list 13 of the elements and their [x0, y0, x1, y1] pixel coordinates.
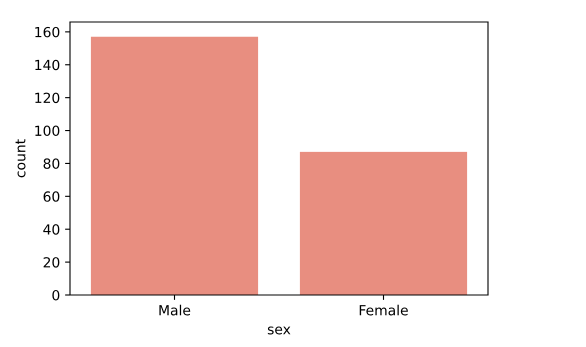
- y-tick-label: 40: [43, 224, 60, 235]
- y-tick-label: 120: [35, 92, 60, 104]
- x-tick-label: Male: [159, 304, 190, 316]
- y-tick-label: 20: [44, 257, 60, 268]
- y-tick-label: 140: [35, 60, 60, 70]
- y-tick-label: 100: [35, 126, 60, 136]
- y-tick-label: 80: [44, 158, 60, 169]
- y-tick-label: 60: [44, 191, 60, 202]
- y-axis-title: count: [16, 139, 26, 178]
- x-axis-title: sex: [268, 326, 290, 334]
- y-tick-label: 160: [35, 26, 60, 38]
- y-tick-label: 0: [52, 290, 60, 300]
- x-tick-label: Female: [360, 304, 408, 316]
